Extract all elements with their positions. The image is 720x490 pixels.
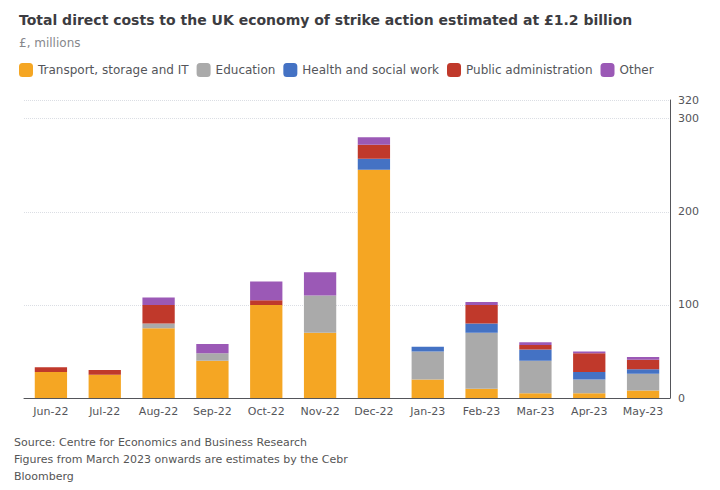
svg-text:300: 300 — [678, 112, 699, 125]
svg-text:Nov-22: Nov-22 — [301, 405, 340, 418]
svg-text:Oct-22: Oct-22 — [248, 405, 285, 418]
svg-text:Dec-22: Dec-22 — [354, 405, 393, 418]
svg-text:Apr-23: Apr-23 — [571, 405, 607, 418]
svg-text:Jan-23: Jan-23 — [409, 405, 445, 418]
svg-text:May-23: May-23 — [623, 405, 664, 418]
svg-text:Education: Education — [216, 63, 276, 77]
svg-text:Sep-22: Sep-22 — [193, 405, 232, 418]
svg-text:Bloomberg: Bloomberg — [14, 470, 74, 483]
svg-text:Aug-22: Aug-22 — [139, 405, 178, 418]
svg-text:Jul-22: Jul-22 — [88, 405, 120, 418]
svg-text:Transport, storage and IT: Transport, storage and IT — [37, 63, 189, 77]
svg-text:Other: Other — [620, 63, 654, 77]
svg-text:£, millions: £, millions — [19, 36, 81, 50]
svg-text:Jun-22: Jun-22 — [32, 405, 68, 418]
svg-text:Feb-23: Feb-23 — [463, 405, 500, 418]
svg-text:Health and social work: Health and social work — [302, 63, 439, 77]
svg-text:320: 320 — [678, 94, 699, 107]
svg-text:Public administration: Public administration — [466, 63, 593, 77]
svg-text:0: 0 — [678, 392, 685, 405]
svg-text:Figures from March 2023 onward: Figures from March 2023 onwards are esti… — [14, 453, 348, 466]
svg-text:Source: Centre for Economics a: Source: Centre for Economics and Busines… — [14, 436, 307, 449]
svg-text:200: 200 — [678, 205, 699, 218]
svg-text:Total direct costs to the UK e: Total direct costs to the UK economy of … — [19, 12, 632, 28]
svg-text:Mar-23: Mar-23 — [516, 405, 554, 418]
svg-text:100: 100 — [678, 298, 699, 311]
